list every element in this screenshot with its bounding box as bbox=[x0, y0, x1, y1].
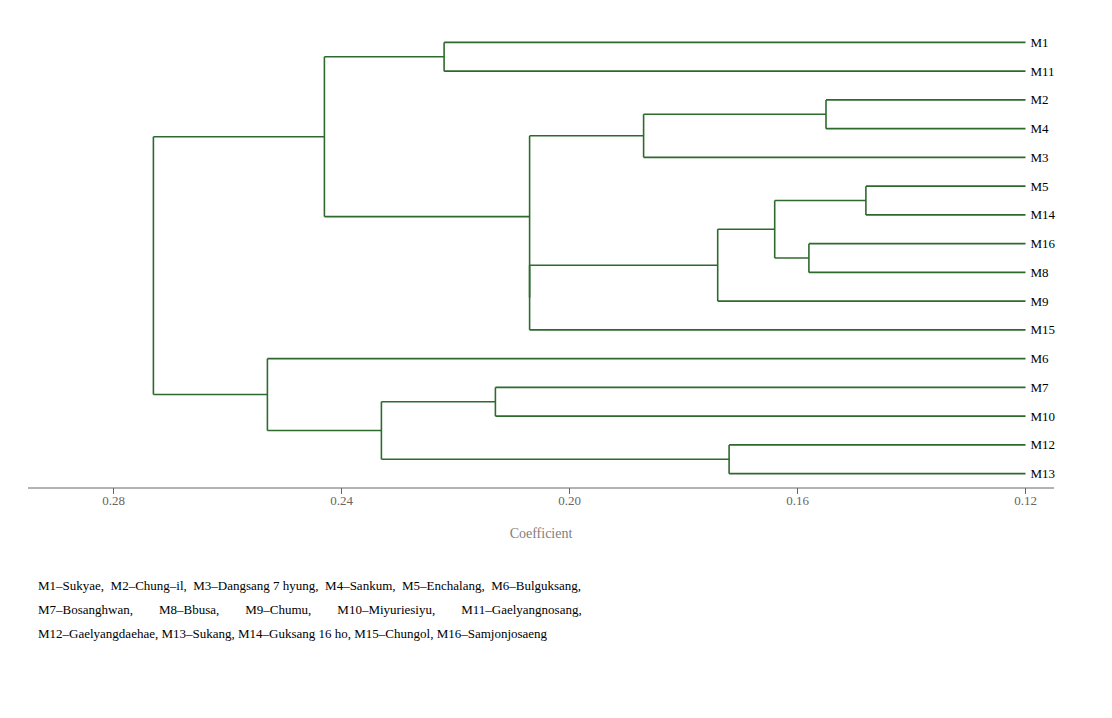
svg-text:0.20: 0.20 bbox=[558, 493, 581, 508]
svg-text:M3: M3 bbox=[1031, 150, 1049, 165]
svg-text:M7: M7 bbox=[1031, 380, 1050, 395]
svg-text:M1: M1 bbox=[1031, 35, 1049, 50]
svg-text:M5: M5 bbox=[1031, 179, 1049, 194]
svg-text:M12: M12 bbox=[1031, 437, 1056, 452]
svg-text:0.16: 0.16 bbox=[786, 493, 809, 508]
svg-text:0.28: 0.28 bbox=[102, 493, 125, 508]
svg-text:M4: M4 bbox=[1031, 121, 1050, 136]
html-text:M1–Sukyae, M2–Chung–il, M3–Dan: M1–Sukyae, M2–Chung–il, M3–Dangsang 7 hy… bbox=[38, 578, 582, 593]
svg-text:M10: M10 bbox=[1031, 409, 1056, 424]
svg-text:M9: M9 bbox=[1031, 294, 1049, 309]
svg-text:M2: M2 bbox=[1031, 92, 1049, 107]
html-text:M7–Bosanghwan, M8–Bbusa, M9–Ch: M7–Bosanghwan, M8–Bbusa, M9–Chumu, M10–M… bbox=[38, 602, 582, 617]
svg-text:M11: M11 bbox=[1031, 64, 1055, 79]
svg-text:M16: M16 bbox=[1031, 236, 1056, 251]
svg-text:M6: M6 bbox=[1031, 351, 1050, 366]
svg-text:M8: M8 bbox=[1031, 265, 1049, 280]
html-text:M12–Gaelyangdaehae, M13–Sukang: M12–Gaelyangdaehae, M13–Sukang, M14–Guks… bbox=[38, 626, 548, 641]
svg-text:M14: M14 bbox=[1031, 207, 1056, 222]
svg-text:0.24: 0.24 bbox=[330, 493, 353, 508]
svg-text:0.12: 0.12 bbox=[1014, 493, 1037, 508]
svg-text:M15: M15 bbox=[1031, 322, 1056, 337]
svg-text:Coefficient: Coefficient bbox=[510, 526, 573, 541]
svg-text:M13: M13 bbox=[1031, 466, 1056, 481]
